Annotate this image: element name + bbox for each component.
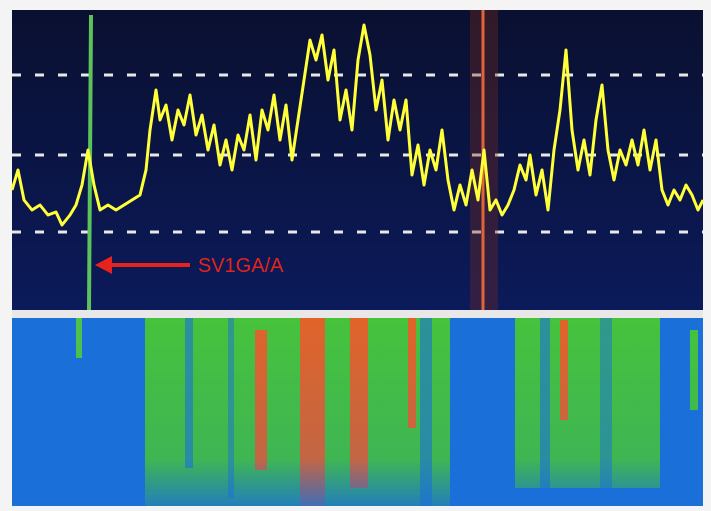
spectrum-trace	[10, 23, 705, 227]
annotation-arrow	[95, 256, 190, 274]
annotation: SV1GA/A	[198, 255, 284, 277]
divider	[12, 310, 703, 318]
waterfall	[12, 318, 703, 506]
